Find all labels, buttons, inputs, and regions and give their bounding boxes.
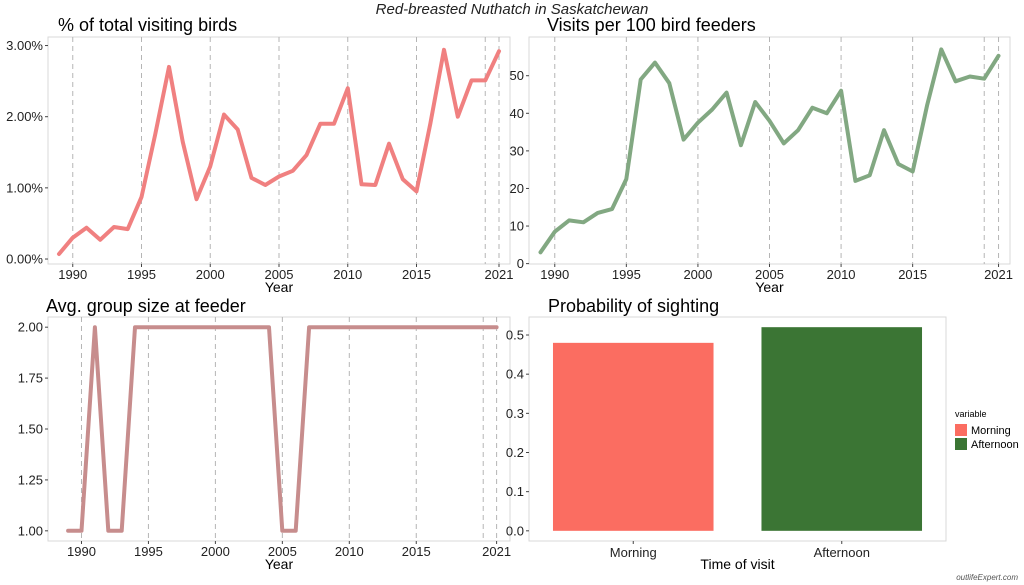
y-tick-label: 0.4 — [506, 367, 524, 382]
x-tick-label: 2021 — [482, 544, 511, 559]
x-tick-label: 2015 — [898, 267, 927, 282]
legend-label: Afternoon — [971, 439, 1019, 451]
chart-probability-sighting: Probability of sighting 0.0 0.1 0.2 0.3 0.4 0.… — [506, 296, 1019, 572]
x-tick-label: 2015 — [402, 544, 431, 559]
panel-title: % of total visiting birds — [58, 15, 237, 35]
x-tick-label: 1990 — [540, 267, 569, 282]
x-tick-label: 2000 — [201, 544, 230, 559]
x-tick-label: 1995 — [127, 267, 156, 282]
y-tick-label: 0.3 — [506, 406, 524, 421]
x-tick-label: Afternoon — [814, 545, 870, 560]
x-tick-label: 2010 — [827, 267, 856, 282]
watermark-text: outlifeExpert.com — [956, 573, 1018, 582]
bar-morning — [552, 342, 714, 531]
x-axis-label: Time of visit — [700, 556, 774, 572]
legend-swatch — [955, 438, 967, 450]
figure-title: Red-breasted Nuthatch in Saskatchewan — [375, 1, 649, 18]
series-line — [57, 47, 501, 256]
y-tick-label: 3.00% — [6, 38, 43, 53]
x-tick-label: 2005 — [755, 267, 784, 282]
x-tick-label: 2015 — [402, 267, 431, 282]
bar-afternoon — [761, 327, 923, 531]
legend: variable Morning Afternoon — [955, 409, 1019, 451]
x-tick-label: 2005 — [268, 544, 297, 559]
x-tick-label: 2010 — [335, 544, 364, 559]
x-axis-label: Year — [755, 279, 784, 295]
x-tick-label: 2010 — [333, 267, 362, 282]
y-tick-label: 30 — [510, 143, 524, 158]
y-tick-label: 0.5 — [506, 328, 524, 343]
y-tick-label: 0.1 — [506, 484, 524, 499]
x-axis-label: Year — [265, 279, 294, 295]
y-tick-label: 0 — [517, 256, 524, 271]
legend-title: variable — [955, 409, 987, 419]
x-axis-label: Year — [265, 556, 294, 572]
chart-visits-per-100: Visits per 100 bird feeders 0 10 20 30 40 50 19… — [510, 15, 1013, 295]
x-tick-label: 1990 — [67, 544, 96, 559]
y-tick-label: 1.25 — [18, 472, 43, 487]
series-line — [538, 47, 1001, 255]
x-tick-label: 1990 — [58, 267, 87, 282]
panel-title: Visits per 100 bird feeders — [547, 15, 756, 35]
y-tick-label: 1.50 — [18, 422, 43, 437]
x-tick-label: 2021 — [485, 267, 514, 282]
panel-title: Probability of sighting — [548, 296, 719, 316]
y-tick-label: 10 — [510, 219, 524, 234]
y-tick-label: 2.00 — [18, 320, 43, 335]
y-tick-label: 50 — [510, 68, 524, 83]
x-tick-label: 2021 — [984, 267, 1013, 282]
x-tick-label: Morning — [610, 545, 657, 560]
x-tick-label: 2005 — [265, 267, 294, 282]
x-tick-label: 2000 — [683, 267, 712, 282]
legend-label: Morning — [971, 425, 1011, 437]
chart-group-size: Avg. group size at feeder 1.00 1.25 1.50 1.7… — [18, 296, 511, 572]
x-tick-label: 2000 — [196, 267, 225, 282]
x-tick-label: 1995 — [612, 267, 641, 282]
y-tick-label: 1.00 — [18, 523, 43, 538]
y-tick-label: 40 — [510, 106, 524, 121]
x-tick-label: 1995 — [134, 544, 163, 559]
y-tick-label: 20 — [510, 181, 524, 196]
legend-swatch — [955, 424, 967, 436]
series-line — [66, 325, 499, 533]
y-tick-label: 0.0 — [506, 523, 524, 538]
y-tick-label: 0.00% — [6, 252, 43, 267]
chart-pct-visiting: % of total visiting birds 0.00% 1.00% 2.00%… — [6, 15, 513, 295]
y-tick-label: 1.75 — [18, 371, 43, 386]
panel-title: Avg. group size at feeder — [46, 296, 246, 316]
y-tick-label: 0.2 — [506, 445, 524, 460]
y-tick-label: 2.00% — [6, 109, 43, 124]
y-tick-label: 1.00% — [6, 180, 43, 195]
